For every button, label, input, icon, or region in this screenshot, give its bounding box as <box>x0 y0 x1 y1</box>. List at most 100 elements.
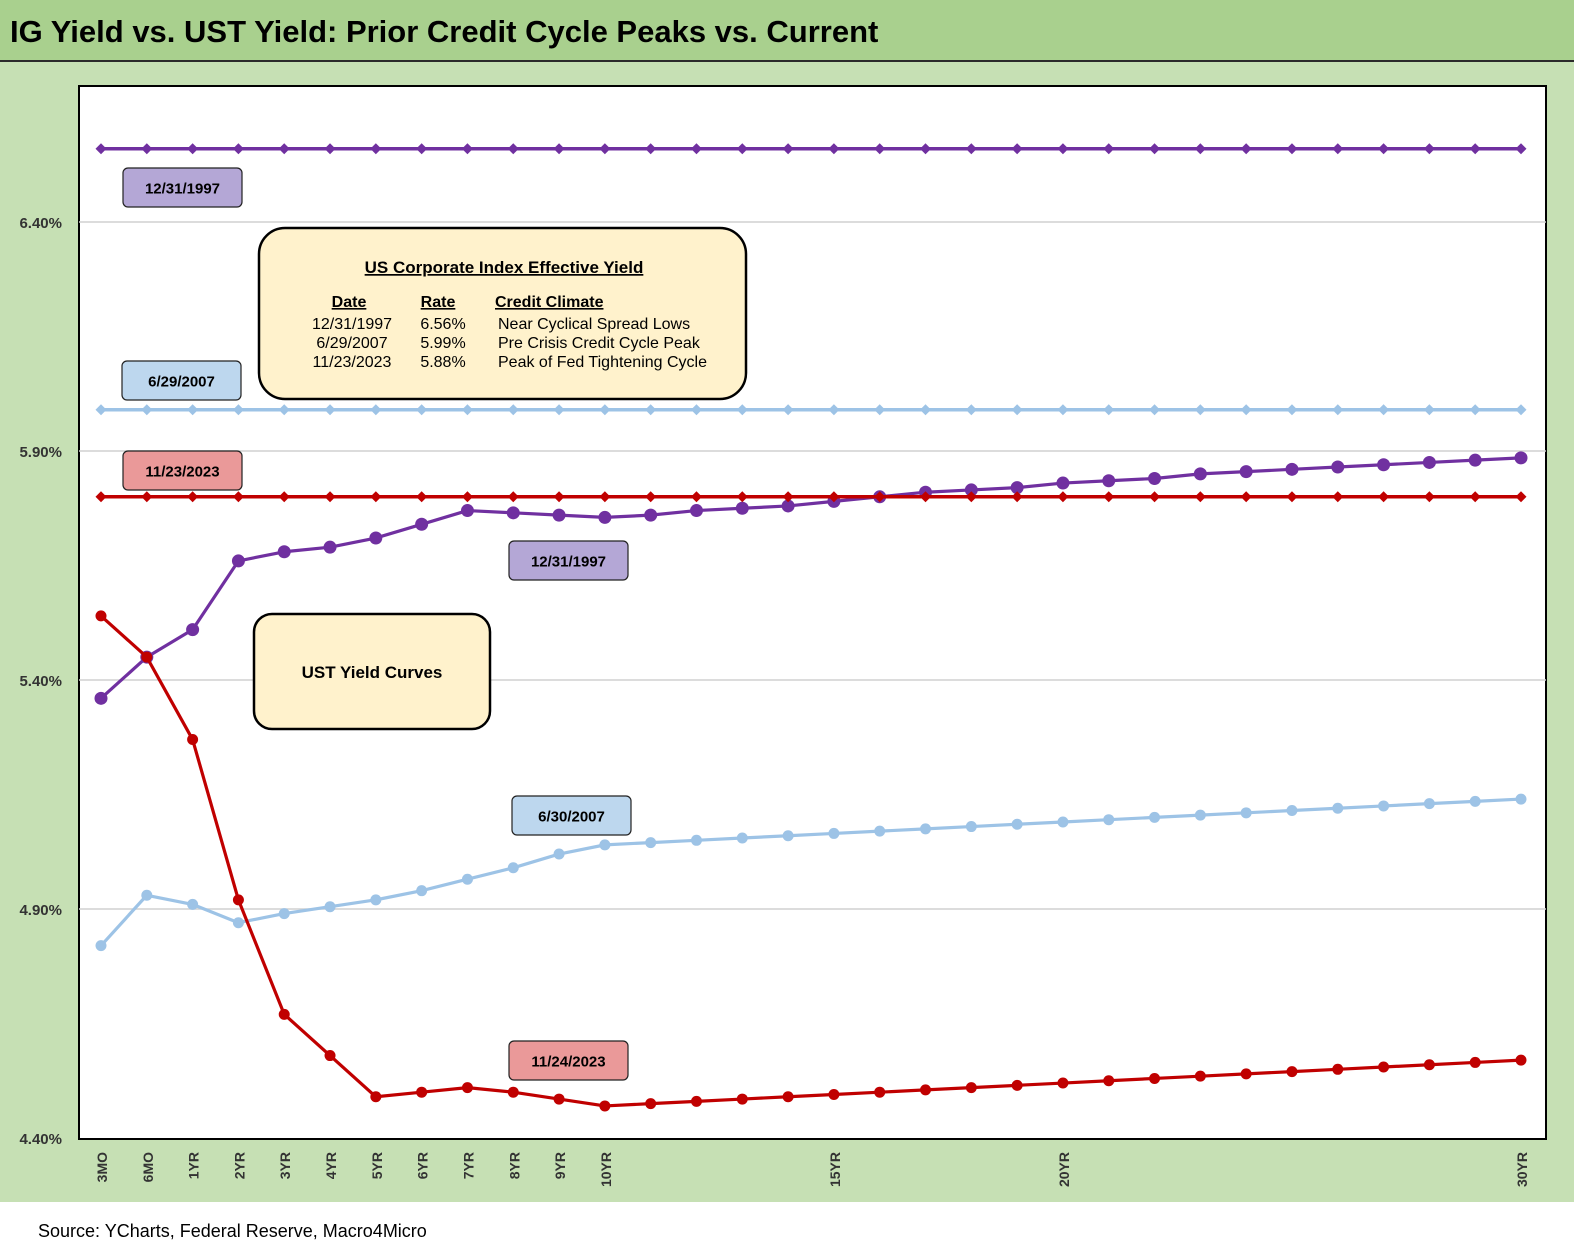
data-point <box>1423 798 1435 810</box>
data-point <box>1469 1056 1481 1068</box>
data-point <box>1286 491 1298 503</box>
data-point <box>1331 460 1345 474</box>
data-point <box>1148 471 1162 485</box>
data-point <box>965 491 977 503</box>
data-point <box>1469 795 1481 807</box>
data-point <box>690 404 702 416</box>
x-tick-label: 10YR <box>598 1152 614 1187</box>
data-point <box>1011 818 1023 830</box>
callout-row-climate: Near Cyclical Spread Lows <box>498 316 690 333</box>
data-point <box>1240 491 1252 503</box>
footer: Source: YCharts, Federal Reserve, Macro4… <box>0 1202 1574 1258</box>
data-point <box>1515 1054 1527 1066</box>
data-point <box>964 483 978 497</box>
data-point <box>232 491 244 503</box>
data-point <box>645 404 657 416</box>
data-point <box>231 554 245 568</box>
data-point <box>1378 491 1390 503</box>
data-point <box>94 691 108 705</box>
callout-header-date: Date <box>332 294 367 311</box>
data-point <box>278 491 290 503</box>
data-point <box>141 404 153 416</box>
data-point <box>1011 404 1023 416</box>
chart-svg: 6.40% 5.90% 5.40% 4.90% 4.40% 3MO 6MO 1YR 2YR 3Y… <box>19 85 1547 1187</box>
chart-title: IG Yield vs. UST Yield: Prior Credit Cyc… <box>10 14 879 49</box>
data-point <box>1469 143 1481 155</box>
data-point <box>965 1082 977 1094</box>
x-tick-label: 5YR <box>369 1152 385 1179</box>
data-point <box>461 873 473 885</box>
data-point <box>323 540 337 554</box>
data-point <box>553 143 565 155</box>
data-point <box>1240 404 1252 416</box>
data-point <box>645 1098 657 1110</box>
x-tick-label: 7YR <box>460 1152 476 1179</box>
data-point <box>277 545 291 559</box>
title-bar: IG Yield vs. UST Yield: Prior Credit Cyc… <box>0 0 1574 62</box>
data-point <box>1057 816 1069 828</box>
ust-callout-text: UST Yield Curves <box>302 663 443 682</box>
callout-row-date: 11/23/2023 <box>313 354 392 371</box>
data-point <box>1102 474 1116 488</box>
data-point <box>874 491 886 503</box>
ust-callout: UST Yield Curves <box>252 612 492 731</box>
data-point <box>141 651 153 663</box>
y-tick-label: 6.40% <box>19 215 62 232</box>
data-point <box>1332 491 1344 503</box>
data-point <box>187 143 199 155</box>
data-point <box>95 491 107 503</box>
data-point <box>370 1091 382 1103</box>
data-point <box>141 889 153 901</box>
data-point <box>232 404 244 416</box>
data-point <box>1515 404 1527 416</box>
data-point <box>736 491 748 503</box>
x-tick-label: 3MO <box>94 1152 110 1182</box>
series-date-label-text: 12/31/1997 <box>531 554 606 571</box>
data-point <box>324 1050 336 1062</box>
data-point <box>1057 143 1069 155</box>
data-point <box>736 404 748 416</box>
callout-row-climate: Pre Crisis Credit Cycle Peak <box>498 335 701 352</box>
data-point <box>1378 143 1390 155</box>
data-point <box>1149 811 1161 823</box>
data-point <box>461 1082 473 1094</box>
data-point <box>828 1088 840 1100</box>
series-date-label-text: 6/30/2007 <box>538 809 605 826</box>
callout-row-date: 12/31/1997 <box>312 316 392 333</box>
series-date-label-box <box>122 450 243 491</box>
data-point <box>965 143 977 155</box>
data-point <box>1468 453 1482 467</box>
data-point <box>1286 805 1298 817</box>
callout-table-title: US Corporate Index Effective Yield <box>365 258 644 277</box>
data-point <box>1286 404 1298 416</box>
data-point <box>95 610 107 622</box>
series-date-label: 11/24/2023 <box>508 1040 629 1081</box>
data-point <box>416 491 428 503</box>
x-axis-ticks: 3MO 6MO 1YR 2YR 3YR 4YR 5YR 6YR 7YR 8YR 9YR 10YR 15Y… <box>94 1152 1530 1187</box>
data-point <box>1194 491 1206 503</box>
source-note: Source: YCharts, Federal Reserve, Macro4… <box>38 1221 427 1241</box>
series-line <box>99 456 1522 700</box>
data-point <box>1332 1063 1344 1075</box>
data-point <box>781 499 795 513</box>
data-point <box>552 508 566 522</box>
data-point <box>1103 491 1115 503</box>
data-point <box>874 825 886 837</box>
data-point <box>1010 481 1024 495</box>
data-point <box>1332 802 1344 814</box>
data-point <box>690 491 702 503</box>
data-point <box>736 832 748 844</box>
ig-yield-callout: US Corporate Index Effective Yield Date … <box>257 226 748 401</box>
series-date-label-text: 12/31/1997 <box>145 181 220 198</box>
callout-row-rate: 6.56% <box>420 316 465 333</box>
callout-row-date: 6/29/2007 <box>316 335 387 352</box>
data-point <box>645 491 657 503</box>
data-point <box>324 491 336 503</box>
data-point <box>828 827 840 839</box>
data-point <box>828 143 840 155</box>
data-point <box>1011 1079 1023 1091</box>
data-point <box>369 531 383 545</box>
data-point <box>782 491 794 503</box>
data-point <box>782 1091 794 1103</box>
series-date-label-box <box>511 795 632 836</box>
